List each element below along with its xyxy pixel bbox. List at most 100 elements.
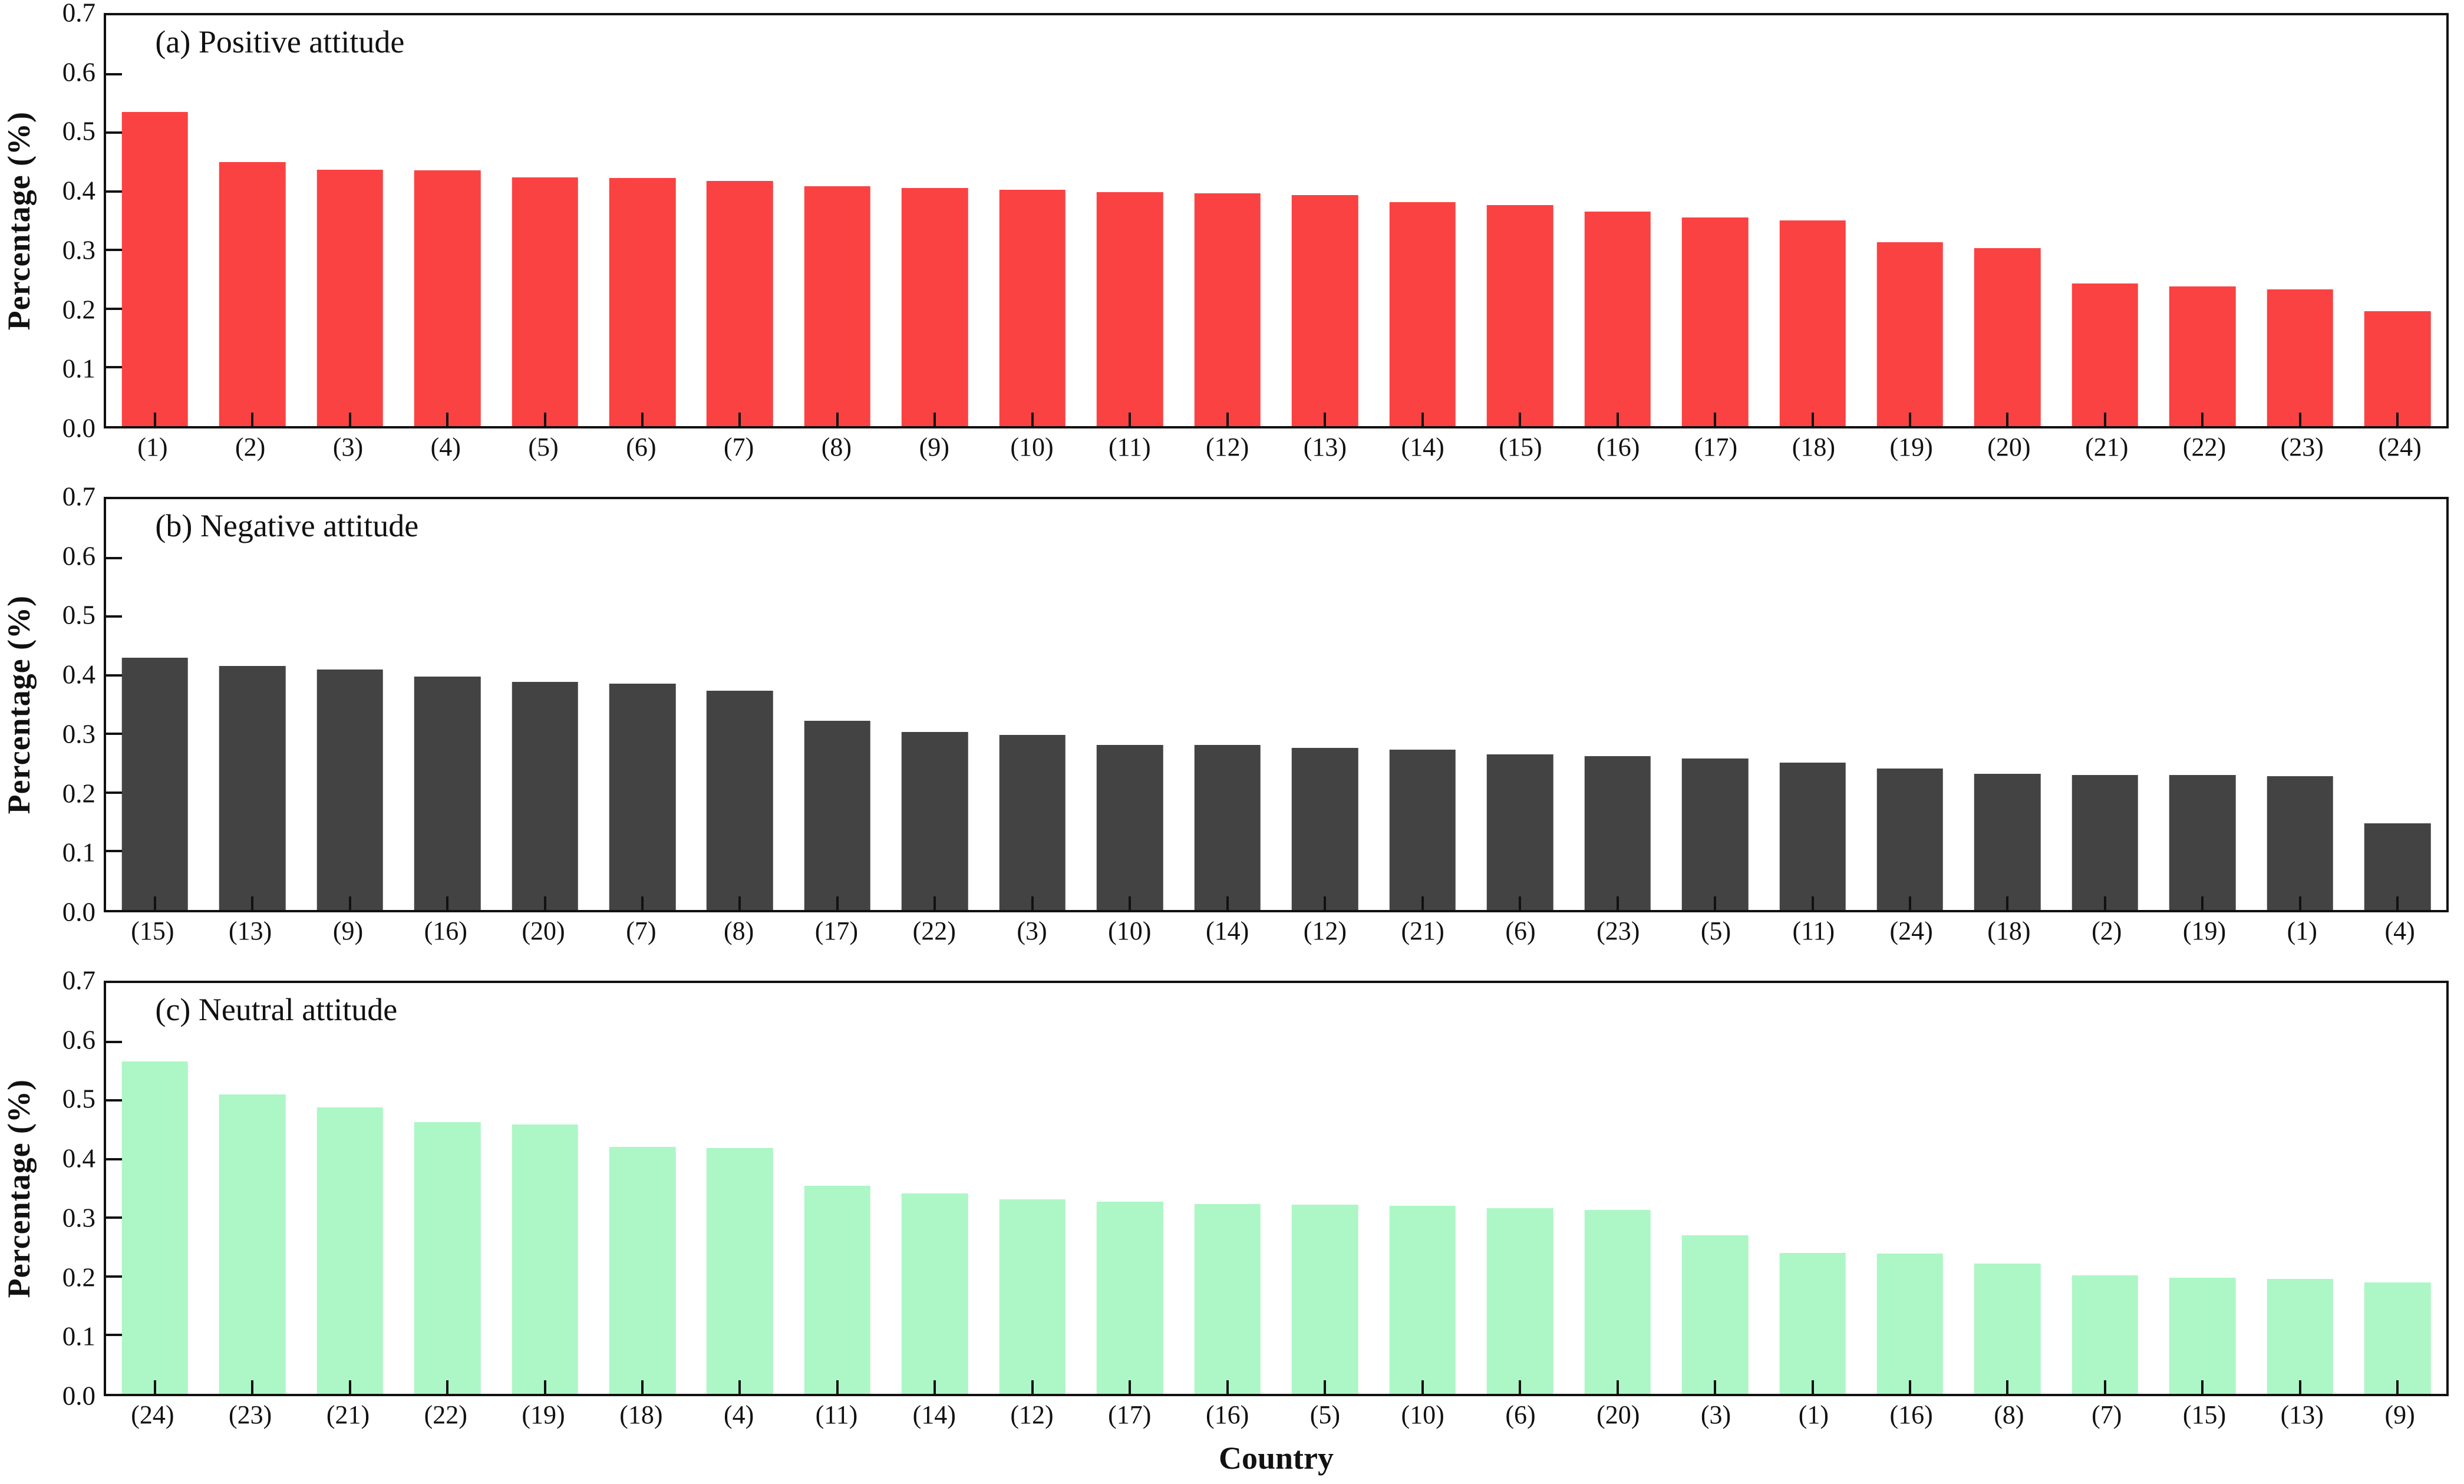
bar-8 xyxy=(804,186,871,426)
x-tick-mark xyxy=(1226,1380,1229,1394)
y-tick-mark xyxy=(106,1099,122,1102)
y-tick-label: 0.0 xyxy=(62,413,95,443)
x-tick-label: (8) xyxy=(821,433,852,461)
bar-5 xyxy=(1681,759,1749,910)
x-tick-label: (8) xyxy=(1994,1400,2024,1429)
x-tick-label: (3) xyxy=(332,433,364,461)
y-axis-label: Percentage (%) xyxy=(1,1079,37,1298)
bar-23 xyxy=(2267,289,2334,426)
x-tick-mark xyxy=(641,1380,644,1394)
x-tick-mark xyxy=(1519,896,1522,910)
x-tick-mark xyxy=(1519,413,1522,426)
bar-20 xyxy=(1584,1210,1651,1394)
y-tick-label: 0.4 xyxy=(62,176,95,206)
bar-18 xyxy=(1779,220,1846,426)
x-tick-mark xyxy=(153,1380,156,1394)
bar-2 xyxy=(2072,775,2139,910)
x-tick-label: (4) xyxy=(430,433,461,461)
x-tick-label: (9) xyxy=(919,433,949,461)
bar-6 xyxy=(1486,754,1553,910)
bar-12 xyxy=(1194,193,1261,426)
x-tick-mark xyxy=(1324,896,1327,910)
x-tick-label: (13) xyxy=(2280,1400,2324,1429)
x-tick-label: (16) xyxy=(424,916,467,945)
x-tick-label: (14) xyxy=(1205,916,1249,945)
x-tick-mark xyxy=(2006,896,2009,910)
y-tick-label: 0.0 xyxy=(62,897,95,927)
bar-14 xyxy=(1389,202,1456,426)
x-tick-mark xyxy=(543,1380,546,1394)
bar-9 xyxy=(902,187,968,426)
y-tick-mark xyxy=(106,1334,122,1337)
bar-3 xyxy=(999,735,1066,910)
x-tick-mark xyxy=(1616,413,1619,426)
x-tick-mark xyxy=(1811,413,1814,426)
x-tick-label: (7) xyxy=(626,916,657,945)
y-tick-label: 0.2 xyxy=(62,295,95,325)
bar-15 xyxy=(1486,205,1553,426)
plot-area-c: (c) Neutral attitude xyxy=(104,981,2449,1396)
x-tick-label: (1) xyxy=(137,433,168,461)
bar-8 xyxy=(707,690,773,910)
y-axis-label: Percentage (%) xyxy=(1,111,37,331)
bar-9 xyxy=(2364,1282,2431,1394)
y-tick-labels: 0.0 0.1 0.2 0.3 0.4 0.5 0.6 0.7 xyxy=(38,967,104,1409)
x-tick-mark xyxy=(1908,413,1911,426)
bar-20 xyxy=(512,681,578,910)
x-tick-label: (21) xyxy=(2085,433,2129,461)
y-tick-label: 0.6 xyxy=(62,541,95,571)
x-tick-mark xyxy=(2006,413,2009,426)
bar-7 xyxy=(609,683,676,910)
x-tick-label: (23) xyxy=(2280,433,2324,461)
bar-15 xyxy=(2169,1277,2236,1394)
bar-17 xyxy=(804,721,871,910)
x-tick-label: (23) xyxy=(1597,916,1640,945)
x-tick-label: (6) xyxy=(626,433,657,461)
x-tick-mark xyxy=(543,413,546,426)
bar-12 xyxy=(999,1199,1066,1394)
x-tick-label: (13) xyxy=(229,916,272,945)
x-tick-label: (16) xyxy=(1889,1400,1933,1429)
x-tick-mark xyxy=(1421,413,1424,426)
x-tick-label: (5) xyxy=(528,433,559,461)
x-tick-mark xyxy=(543,896,546,910)
x-tick-label: (6) xyxy=(1505,1400,1536,1429)
x-tick-mark xyxy=(2396,413,2399,426)
x-tick-label: (17) xyxy=(1108,1400,1152,1429)
y-tick-mark xyxy=(106,733,122,736)
bar-24 xyxy=(2364,311,2431,426)
y-tick-label: 0.6 xyxy=(62,57,95,87)
bar-3 xyxy=(316,169,383,426)
x-tick-label: (1) xyxy=(1798,1400,1829,1429)
bar-1 xyxy=(2267,776,2334,910)
x-tick-mark xyxy=(934,896,936,910)
x-tick-label: (14) xyxy=(912,1400,956,1429)
y-tick-label: 0.5 xyxy=(62,600,95,630)
x-tick-mark xyxy=(2298,413,2301,426)
x-tick-label: (20) xyxy=(1987,433,2031,461)
bar-24 xyxy=(121,1061,188,1394)
y-tick-mark xyxy=(106,249,122,252)
y-tick-mark xyxy=(106,190,122,193)
x-tick-label: (4) xyxy=(2384,916,2415,945)
x-tick-mark xyxy=(1714,896,1717,910)
bar-13 xyxy=(2267,1278,2334,1394)
x-tick-labels-row: (15) (13) (9) (16) (20) (7) (8) (17) (22) (3) (10)… xyxy=(0,912,2464,958)
x-tick-mark xyxy=(1811,1380,1814,1394)
x-tick-mark xyxy=(934,1380,936,1394)
y-tick-mark xyxy=(106,1157,122,1160)
y-tick-label: 0.4 xyxy=(62,659,95,690)
x-tick-label: (6) xyxy=(1505,916,1536,945)
y-tick-mark xyxy=(106,1275,122,1278)
y-tick-label: 0.1 xyxy=(62,354,95,384)
bar-23 xyxy=(219,1094,286,1394)
x-tick-label: (5) xyxy=(1700,916,1731,945)
bar-22 xyxy=(2169,286,2236,426)
bar-16 xyxy=(1584,211,1651,426)
panel-title: (c) Neutral attitude xyxy=(155,992,398,1027)
y-tick-mark xyxy=(106,1216,122,1219)
bar-6 xyxy=(609,177,676,426)
x-tick-label: (4) xyxy=(723,1400,754,1429)
x-tick-label: (19) xyxy=(1889,433,1933,461)
x-tick-label: (2) xyxy=(235,433,266,461)
